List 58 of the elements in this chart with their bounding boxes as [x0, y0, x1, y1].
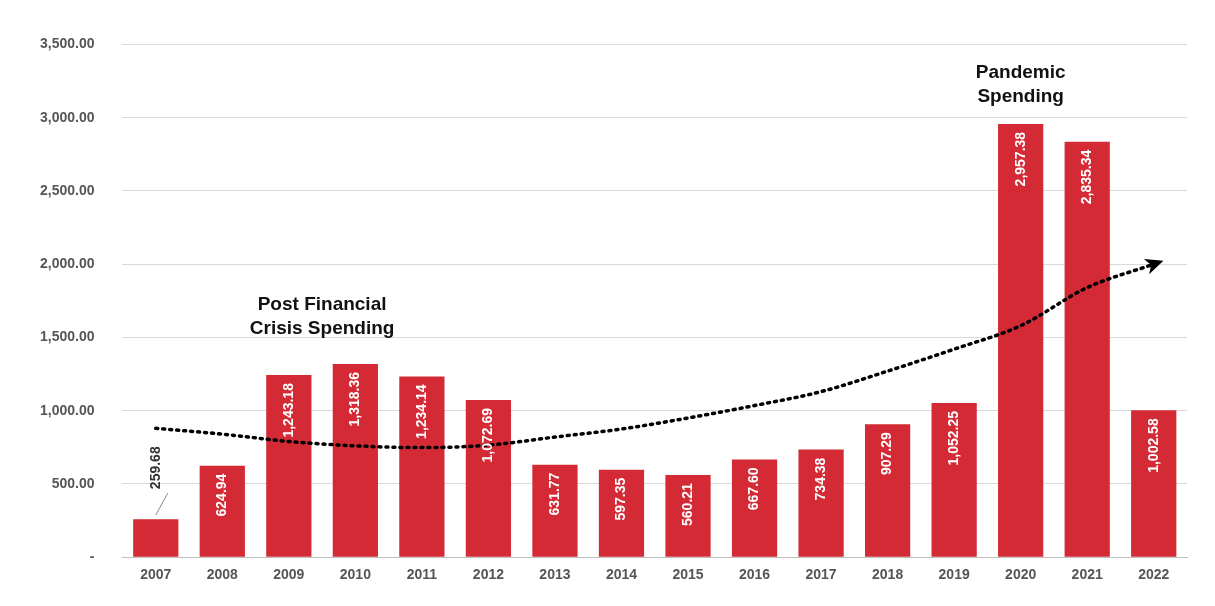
bar [532, 464, 578, 557]
x-tick-label: 2010 [339, 566, 372, 583]
data-label: 1,052.25 [945, 410, 961, 466]
y-tick-label: 1,000.00 [40, 401, 95, 418]
x-tick-label: 2013 [539, 566, 571, 583]
bar [465, 400, 512, 557]
x-tick-label: 2019 [938, 566, 970, 583]
x-tick-label: 2020 [1005, 566, 1037, 583]
data-label: 1,072.69 [479, 407, 496, 463]
bar [598, 469, 645, 557]
x-tick-label: 2017 [805, 566, 837, 583]
data-label: 2,957.38 [1011, 131, 1028, 187]
data-label: 1,234.14 [412, 384, 429, 439]
annotation: Pandemic Spending [975, 60, 1066, 106]
y-tick-label: 2,000.00 [40, 255, 95, 272]
data-label: 1,243.18 [279, 382, 296, 438]
data-label: 1,002.58 [1144, 418, 1161, 473]
bar [798, 449, 844, 557]
bar [332, 364, 378, 557]
data-label: 624.94 [213, 473, 230, 517]
y-tick-label: 3,500.00 [40, 35, 95, 52]
y-tick-label: 1,500.00 [40, 328, 95, 345]
x-tick-label: 2015 [672, 566, 704, 583]
data-label: 2,835.34 [1078, 149, 1095, 205]
x-tick-label: 2021 [1071, 566, 1103, 583]
data-label: 734.38 [811, 457, 828, 501]
y-tick-label: 500.00 [51, 474, 95, 491]
bar [1064, 141, 1110, 557]
x-tick-label: 2008 [206, 566, 239, 583]
y-tick-label: - [89, 548, 95, 565]
bar [731, 459, 778, 557]
bar [266, 375, 312, 557]
bar [199, 465, 245, 557]
x-tick-label: 2007 [140, 566, 172, 583]
y-tick-label: 2,500.00 [40, 181, 95, 198]
bar [864, 424, 911, 557]
data-label: 907.29 [878, 432, 895, 476]
bar [399, 376, 445, 557]
y-tick-label: 3,000.00 [40, 108, 95, 125]
data-label: 259.68 [146, 446, 163, 490]
bar [998, 123, 1044, 557]
bar [1131, 410, 1177, 557]
x-tick-label: 2012 [472, 566, 505, 583]
bar [665, 475, 711, 557]
data-label: 1,318.36 [346, 371, 363, 427]
x-tick-label: 2014 [605, 566, 638, 583]
bar [133, 519, 179, 557]
data-label: 560.21 [678, 482, 695, 526]
x-tick-label: 2018 [872, 566, 904, 583]
x-tick-label: 2022 [1138, 566, 1170, 583]
x-tick-label: 2011 [406, 566, 438, 583]
annotation: Post Financial Crisis Spending [249, 293, 395, 339]
data-label: 667.60 [745, 467, 762, 511]
data-label: 631.77 [545, 472, 562, 516]
x-tick-label: 2016 [738, 566, 771, 583]
x-tick-label: 2009 [273, 566, 305, 583]
bar [931, 403, 977, 557]
data-label: 597.35 [612, 477, 629, 521]
